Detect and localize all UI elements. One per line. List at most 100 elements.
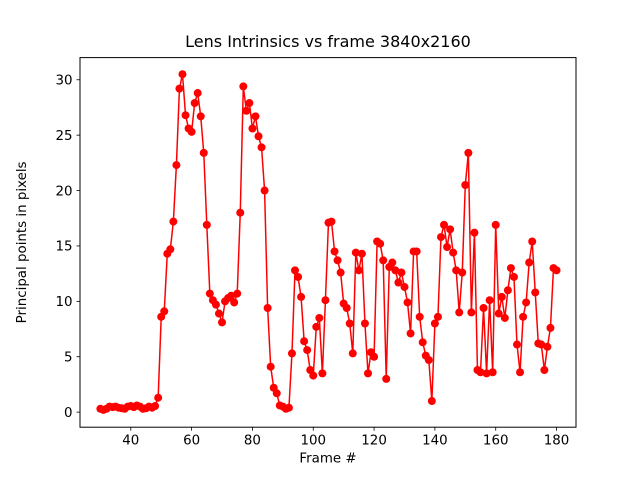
data-point-marker bbox=[388, 258, 397, 267]
data-point-marker bbox=[199, 148, 208, 157]
data-point-marker bbox=[391, 266, 400, 275]
data-point-marker bbox=[172, 161, 181, 170]
data-point-marker bbox=[440, 220, 449, 229]
y-tick-label: 10 bbox=[55, 295, 72, 310]
data-point-marker bbox=[205, 289, 214, 298]
data-point-marker bbox=[291, 266, 299, 275]
data-point-marker bbox=[424, 356, 433, 365]
data-point-marker bbox=[230, 298, 239, 307]
data-point-marker bbox=[351, 248, 360, 257]
data-point-marker bbox=[412, 247, 421, 256]
data-point-marker bbox=[315, 313, 324, 322]
data-point-marker bbox=[494, 309, 503, 318]
data-point-marker bbox=[485, 296, 494, 305]
y-tick-label: 0 bbox=[64, 406, 73, 421]
data-point-marker bbox=[263, 303, 272, 312]
data-point-marker bbox=[245, 99, 254, 108]
data-point-marker bbox=[348, 349, 357, 358]
x-tick-label: 80 bbox=[244, 434, 261, 449]
data-point-marker bbox=[446, 225, 455, 234]
data-point-marker bbox=[345, 319, 354, 328]
data-point-marker bbox=[467, 308, 476, 317]
data-point-marker bbox=[300, 337, 309, 346]
axis-ticks: 40 60 80 100 120 140 160 180 0 5 10 15 20 25 30 bbox=[55, 74, 569, 449]
data-point-marker bbox=[266, 362, 275, 371]
data-point-marker bbox=[543, 342, 552, 351]
data-point-marker bbox=[497, 292, 506, 301]
data-point-marker bbox=[449, 248, 458, 257]
data-point-marker bbox=[482, 369, 491, 378]
data-series bbox=[96, 70, 561, 414]
data-point-marker bbox=[272, 389, 281, 398]
data-point-marker bbox=[227, 291, 236, 300]
data-point-marker bbox=[169, 217, 178, 226]
data-point-marker bbox=[513, 340, 521, 349]
data-point-marker bbox=[519, 312, 528, 321]
data-point-marker bbox=[218, 318, 227, 327]
data-point-marker bbox=[525, 258, 534, 267]
data-point-marker bbox=[436, 233, 445, 242]
x-tick-label: 160 bbox=[483, 434, 509, 449]
series-line bbox=[100, 73, 557, 411]
data-point-marker bbox=[257, 143, 266, 152]
data-point-marker bbox=[309, 371, 318, 380]
data-point-marker bbox=[418, 338, 427, 347]
x-tick-label: 140 bbox=[422, 434, 448, 449]
data-point-marker bbox=[233, 289, 242, 298]
data-point-marker bbox=[397, 268, 406, 277]
x-tick-label: 180 bbox=[544, 434, 570, 449]
data-point-marker bbox=[166, 245, 175, 254]
data-point-marker bbox=[284, 403, 293, 412]
data-point-marker bbox=[382, 374, 391, 383]
data-point-marker bbox=[342, 303, 351, 312]
data-point-marker bbox=[400, 282, 409, 291]
data-point-marker bbox=[321, 296, 330, 305]
data-point-marker bbox=[333, 256, 342, 265]
data-point-marker bbox=[214, 309, 223, 318]
data-point-marker bbox=[287, 349, 296, 358]
data-point-marker bbox=[236, 208, 245, 217]
data-point-marker bbox=[151, 402, 160, 411]
data-point-marker bbox=[443, 243, 452, 252]
data-point-marker bbox=[160, 307, 169, 316]
data-point-marker bbox=[415, 312, 424, 321]
data-point-marker bbox=[303, 346, 312, 355]
data-point-marker bbox=[187, 127, 196, 136]
data-point-marker bbox=[546, 323, 555, 332]
data-point-marker bbox=[248, 124, 257, 133]
data-point-marker bbox=[360, 319, 369, 328]
data-point-marker bbox=[354, 266, 363, 275]
data-point-marker bbox=[178, 70, 187, 79]
data-point-marker bbox=[327, 217, 336, 226]
x-tick-label: 100 bbox=[300, 434, 326, 449]
data-point-marker bbox=[458, 268, 467, 277]
data-point-marker bbox=[522, 298, 531, 307]
x-tick-label: 120 bbox=[361, 434, 387, 449]
data-point-marker bbox=[260, 186, 269, 195]
data-point-marker bbox=[403, 298, 412, 307]
data-point-marker bbox=[516, 368, 525, 377]
data-point-marker bbox=[427, 397, 436, 406]
data-point-marker bbox=[540, 366, 549, 375]
data-point-marker bbox=[528, 237, 537, 246]
data-point-marker bbox=[461, 181, 470, 190]
data-point-marker bbox=[503, 286, 512, 295]
data-point-marker bbox=[336, 268, 345, 277]
data-point-marker bbox=[488, 368, 497, 377]
data-point-marker bbox=[506, 264, 515, 273]
y-tick-label: 25 bbox=[55, 129, 72, 144]
data-point-marker bbox=[433, 312, 442, 321]
data-point-marker bbox=[455, 308, 464, 317]
data-point-marker bbox=[175, 84, 184, 93]
data-point-marker bbox=[190, 99, 199, 108]
data-point-marker bbox=[154, 393, 163, 402]
data-point-marker bbox=[376, 239, 385, 248]
x-tick-label: 60 bbox=[183, 434, 200, 449]
data-point-marker bbox=[491, 220, 500, 229]
y-tick-label: 15 bbox=[55, 240, 72, 255]
data-point-marker bbox=[357, 249, 366, 258]
data-point-marker bbox=[476, 368, 485, 377]
y-tick-label: 30 bbox=[55, 74, 72, 89]
data-point-marker bbox=[394, 278, 403, 287]
